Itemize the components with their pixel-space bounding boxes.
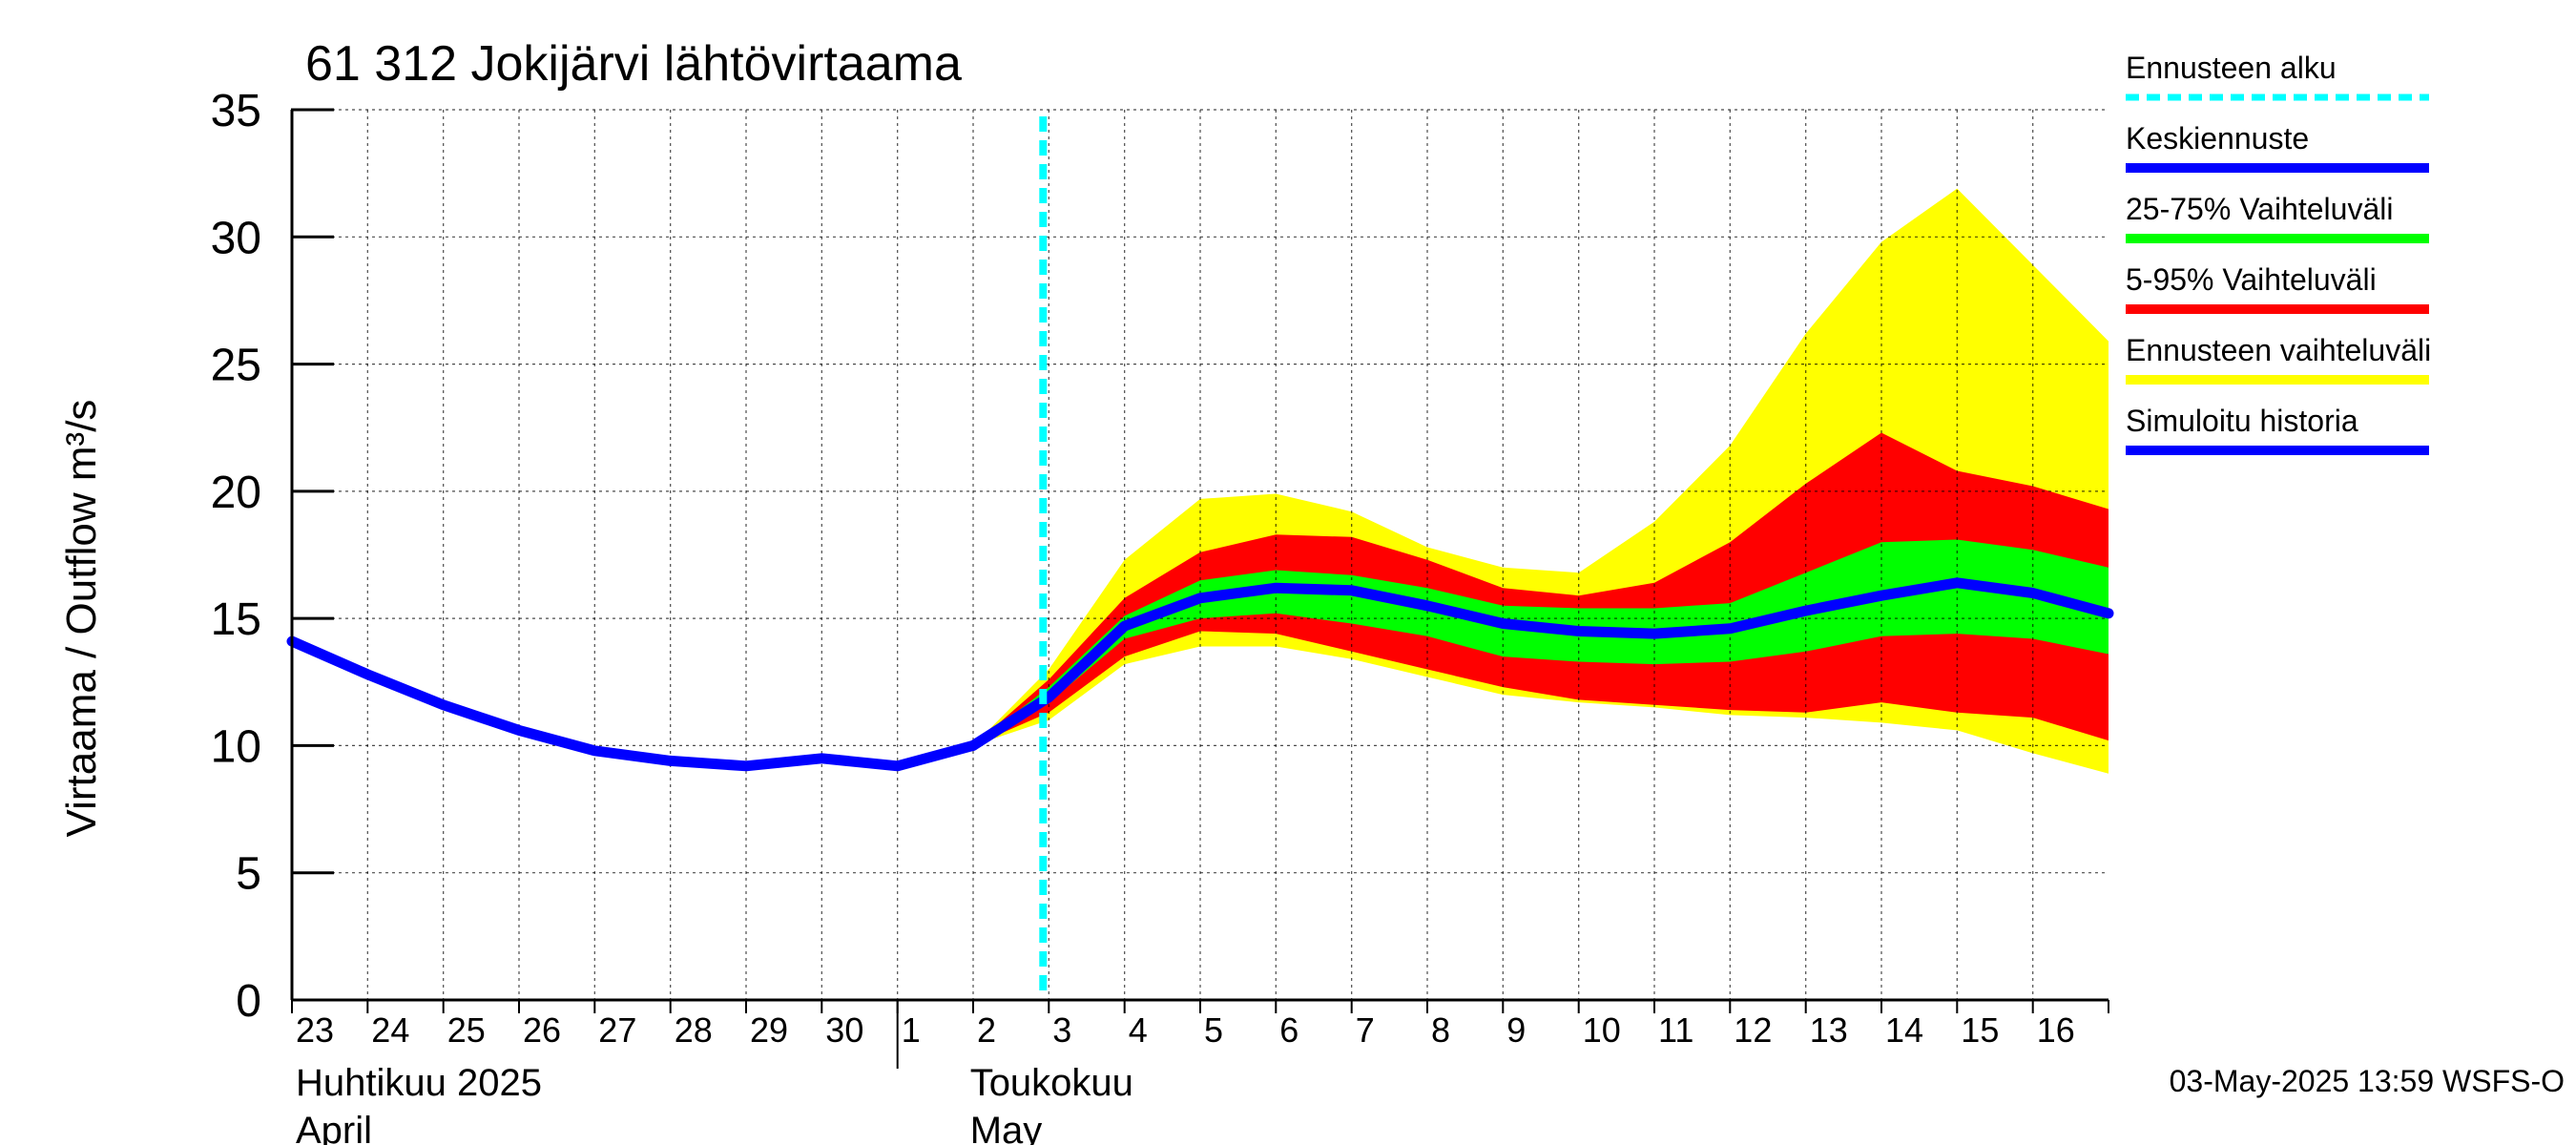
y-tick-label: 5 (236, 849, 261, 900)
timestamp: 03-May-2025 13:59 WSFS-O (2170, 1064, 2565, 1098)
x-tick-label: 12 (1734, 1010, 1772, 1050)
x-tick-label: 30 (825, 1010, 863, 1050)
legend-label: 25-75% Vaihteluväli (2126, 192, 2393, 226)
y-tick-label: 35 (211, 86, 261, 136)
x-tick-label: 28 (675, 1010, 713, 1050)
month-label: Toukokuu (970, 1062, 1133, 1104)
forecast-bands (973, 188, 2109, 774)
x-tick-label: 26 (523, 1010, 561, 1050)
x-tick-label: 15 (1961, 1010, 1999, 1050)
x-tick-label: 6 (1279, 1010, 1298, 1050)
x-tick-label: 8 (1431, 1010, 1450, 1050)
x-tick-label: 5 (1204, 1010, 1223, 1050)
y-tick-label: 30 (211, 213, 261, 263)
x-tick-label: 3 (1052, 1010, 1071, 1050)
legend-label: Ennusteen vaihteluväli (2126, 333, 2431, 367)
x-tick-label: 23 (296, 1010, 334, 1050)
series-simuloitu-historia (286, 635, 979, 772)
x-tick-label: 14 (1885, 1010, 1923, 1050)
x-tick-label: 29 (750, 1010, 788, 1050)
x-tick-label: 25 (447, 1010, 486, 1050)
legend-label: 5-95% Vaihteluväli (2126, 262, 2377, 297)
x-tick-label: 16 (2037, 1010, 2075, 1050)
grid-lines (292, 109, 2109, 1000)
chart-title: 61 312 Jokijärvi lähtövirtaama (305, 36, 962, 92)
axes (290, 108, 2109, 1069)
month-label-en: April (296, 1110, 372, 1145)
y-axis-label: Virtaama / Outflow m³/s (58, 400, 105, 838)
x-tick-label: 4 (1129, 1010, 1148, 1050)
y-tick-label: 0 (236, 976, 261, 1027)
y-tick-label: 15 (211, 594, 261, 645)
y-tick-label: 25 (211, 341, 261, 391)
x-tick-labels: 23 24 25 26 27 28 29 30 1 2 3 4 5 6 7 8 9 10 11 12 13 14 15 16 (296, 1010, 2075, 1050)
legend-label: Simuloitu historia (2126, 404, 2358, 438)
x-tick-label: 7 (1356, 1010, 1375, 1050)
band-5-95 (973, 432, 2109, 746)
series-keskiennuste (967, 577, 2114, 751)
legend-label: Ennusteen alku (2126, 51, 2337, 85)
x-tick-label: 27 (598, 1010, 636, 1050)
x-tick-label: 11 (1658, 1010, 1693, 1050)
legend: Ennusteen alku Keskiennuste 25-75% Vaihtel… (2126, 51, 2431, 455)
month-label-en: May (970, 1110, 1043, 1145)
x-tick-label: 9 (1506, 1010, 1526, 1050)
legend-label: Keskiennuste (2126, 121, 2309, 156)
series-lines (286, 116, 2114, 1000)
x-tick-label: 10 (1583, 1010, 1621, 1050)
x-tick-label: 2 (977, 1010, 996, 1050)
x-tick-label: 13 (1810, 1010, 1848, 1050)
y-tick-labels: 0 5 10 15 20 25 30 35 (211, 86, 261, 1027)
month-labels: Huhtikuu 2025 April Toukokuu May (296, 1062, 1133, 1145)
x-tick-label: 24 (371, 1010, 409, 1050)
x-tick-label: 1 (902, 1010, 921, 1050)
y-tick-label: 10 (211, 721, 261, 772)
month-label: Huhtikuu 2025 (296, 1062, 542, 1104)
y-tick-label: 20 (211, 468, 261, 518)
